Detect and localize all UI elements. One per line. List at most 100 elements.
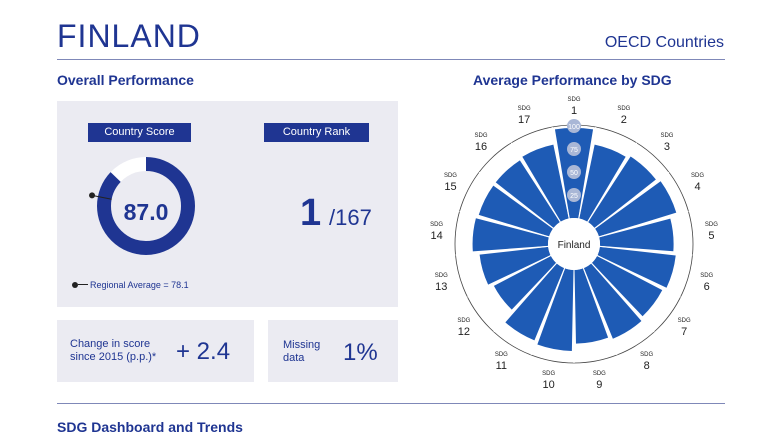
sdg-label-number: 7	[681, 326, 688, 339]
sdg-divider-line	[599, 245, 693, 256]
sdg-divider-line	[591, 262, 655, 333]
sdg-bar-3	[588, 156, 656, 228]
sdg-label-2: SDG 2	[612, 104, 636, 126]
sdg-label-11: SDG 11	[489, 350, 513, 372]
change-score-label-line1: Change in score	[70, 338, 151, 350]
sdg-label-prefix: SDG	[617, 106, 631, 113]
sdg-label-1: SDG 1	[562, 95, 586, 117]
sdg-label-number: 12	[457, 326, 470, 339]
sdg-label-prefix: SDG	[691, 173, 705, 180]
sdg-divider-line	[594, 171, 670, 229]
sdg-divider-line	[510, 142, 561, 223]
sdg-divider-line	[478, 171, 554, 229]
sdg-label-8: SDG 8	[635, 350, 659, 372]
sdg-divider-line	[598, 210, 689, 238]
sdg-label-10: SDG 10	[537, 369, 561, 391]
sdg-divider-line	[551, 126, 570, 219]
ring-label-50: 50	[570, 170, 578, 177]
sdg-label-prefix: SDG	[430, 222, 444, 229]
regional-average-legend-line	[78, 284, 88, 285]
score-donut-fill	[97, 157, 195, 255]
sdg-bar-4	[595, 181, 677, 237]
sdg-divider-line	[459, 210, 550, 238]
overall-performance-heading: Overall Performance	[57, 72, 194, 88]
sdg-label-prefix: SDG	[494, 352, 508, 359]
sdg-bar-9	[574, 268, 609, 344]
sdg-divider-line	[455, 245, 549, 256]
country-score-value: 87.0	[123, 199, 169, 225]
sdg-label-prefix: SDG	[443, 173, 457, 180]
sdg-label-prefix: SDG	[474, 133, 488, 140]
sdg-divider-line	[597, 255, 681, 298]
sdg-divider-line	[578, 126, 597, 219]
ring-label-75: 75	[570, 147, 578, 154]
sdg-bar-14	[472, 218, 549, 252]
sdg-label-12: SDG 12	[452, 316, 476, 338]
sdg-label-prefix: SDG	[677, 318, 691, 325]
sdg-label-number: 10	[542, 378, 555, 391]
missing-data-panel	[268, 320, 398, 382]
ring-label-badge-50	[567, 165, 581, 179]
sdg-label-number: 16	[474, 141, 488, 154]
sdg-divider-line	[530, 268, 566, 356]
sdg-bar-7	[591, 256, 663, 317]
sdg-label-number: 3	[663, 141, 671, 154]
sdg-label-prefix: SDG	[700, 272, 714, 279]
sdg-label-prefix: SDG	[567, 97, 581, 103]
sdg-label-number: 14	[430, 230, 443, 243]
regional-average-marker-dot	[89, 192, 96, 199]
sdg-label-prefix: SDG	[640, 352, 654, 359]
sdg-label-number: 6	[703, 280, 710, 293]
sdg-label-17: SDG 17	[512, 104, 536, 126]
sdg-bar-5	[599, 218, 674, 252]
change-score-value: + 2.4	[176, 338, 231, 365]
header-divider	[57, 59, 725, 60]
regional-average-legend-dot	[72, 282, 78, 288]
country-rank-value: 1	[300, 192, 322, 234]
missing-data-label-line1: Missing	[283, 339, 321, 351]
sdg-label-15: SDG 15	[438, 171, 462, 193]
sdg-label-prefix: SDG	[434, 272, 448, 279]
sdg-label-3: SDG 3	[655, 131, 679, 153]
sdg-label-number: 13	[435, 280, 448, 293]
sdg-label-number: 17	[518, 114, 531, 127]
sdg-label-number: 1	[570, 105, 578, 117]
score-donut	[89, 157, 195, 255]
ring-label-badge-25	[567, 188, 581, 202]
page-title: FINLAND	[57, 18, 201, 54]
sdg-label-prefix: SDG	[517, 106, 531, 113]
sdg-divider-line	[582, 268, 618, 356]
sdg-bar-2	[579, 144, 626, 222]
sdg-label-4: SDG 4	[686, 171, 710, 193]
country-rank-total: /167	[329, 205, 372, 230]
sdg-label-6: SDG 6	[695, 271, 719, 293]
sdg-label-number: 4	[694, 181, 701, 194]
ring-label-badge-75	[567, 142, 581, 156]
missing-data-label: Missing data	[283, 339, 320, 365]
ring-label-25: 25	[570, 193, 578, 200]
sdg-divider-line	[493, 262, 557, 333]
sdg-divider-line	[467, 255, 551, 298]
sdg-label-13: SDG 13	[429, 271, 453, 293]
sdg-radial-chart: 25 50 75 100 Finland	[454, 119, 694, 364]
sdg-bar-11	[505, 263, 565, 341]
footer-divider	[57, 403, 725, 404]
sdg-bar-12	[493, 256, 557, 310]
sdg-label-9: SDG 9	[587, 369, 611, 391]
sdg-bar-8	[583, 263, 642, 339]
sdg-label-number: 15	[444, 181, 457, 194]
sdg-label-number: 9	[596, 378, 603, 391]
sdg-label-prefix: SDG	[704, 222, 718, 229]
sdg-label-prefix: SDG	[542, 370, 556, 377]
sdg-chart-heading: Average Performance by SDG	[473, 72, 672, 88]
sdg-label-prefix: SDG	[660, 133, 674, 140]
change-score-panel	[57, 320, 254, 382]
regional-average-text: Regional Average = 78.1	[90, 280, 189, 290]
sdg-dashboard-heading: SDG Dashboard and Trends	[57, 419, 243, 435]
radial-center-circle	[548, 218, 600, 270]
missing-data-label-line2: data	[283, 352, 305, 364]
sdg-bar-10	[537, 268, 574, 351]
sdg-bar-13	[479, 246, 551, 285]
regional-average-marker-line	[91, 194, 112, 200]
change-score-label-line2: since 2015 (p.p.)*	[70, 351, 157, 363]
